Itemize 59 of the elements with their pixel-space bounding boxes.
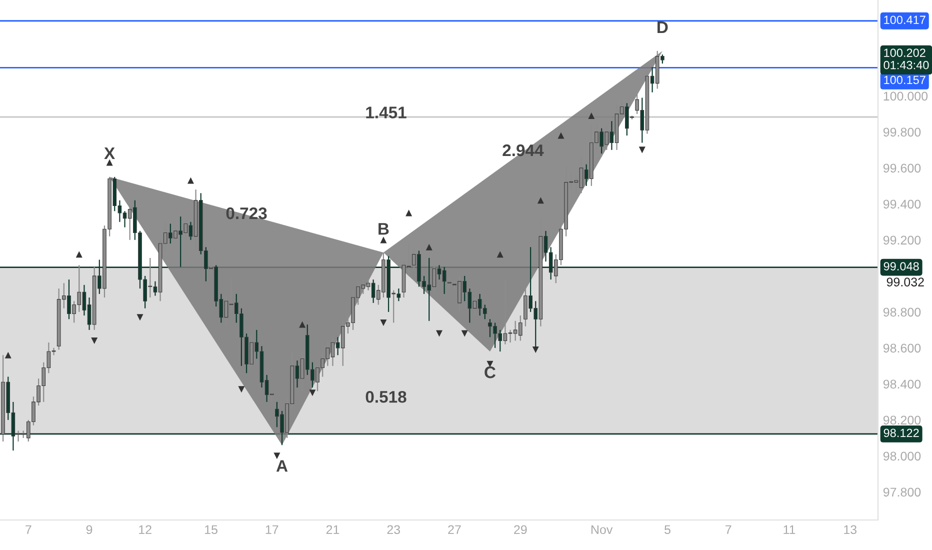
y-tick-label: 99.400 — [883, 200, 921, 209]
point — [187, 177, 194, 184]
point — [274, 452, 280, 460]
x-tick-label: 7 — [726, 525, 732, 534]
point — [496, 251, 504, 258]
x-tick-label: 17 — [266, 525, 278, 534]
annotation: 1.451 — [366, 106, 406, 118]
y-tick-label: 98.400 — [883, 380, 921, 389]
y-tick-label: 98.800 — [883, 308, 921, 317]
x-tick-label: 13 — [844, 525, 857, 534]
y-tick-label: 98.200 — [883, 416, 921, 425]
annotation: C — [484, 366, 496, 378]
annotation: 0.518 — [366, 390, 406, 403]
ref-line-label: 98.122 — [884, 428, 919, 438]
x-tick-label: 9 — [86, 525, 92, 534]
point — [638, 146, 646, 154]
annotation: D — [658, 22, 668, 34]
x-tick-label: 15 — [205, 525, 218, 534]
point — [558, 132, 564, 139]
point — [426, 244, 432, 250]
x-tick-label: 27 — [448, 525, 461, 534]
ref-line-label: 100.417 — [884, 16, 926, 24]
annotation: A — [276, 460, 288, 472]
x-tick-label: 7 — [26, 525, 32, 534]
point — [106, 159, 113, 166]
y-tick-label: 99.200 — [883, 236, 921, 245]
point — [380, 236, 387, 244]
point — [4, 352, 12, 358]
x-tick-label: 5 — [664, 525, 670, 534]
x-tick-label: 21 — [326, 525, 340, 534]
text: 99.032 — [886, 278, 924, 286]
point — [380, 319, 387, 326]
annotation: B — [378, 223, 389, 235]
point — [136, 314, 144, 321]
point — [309, 390, 316, 396]
y-tick-label: 98.600 — [883, 344, 921, 353]
point — [461, 330, 468, 337]
x-tick-label: 11 — [784, 525, 796, 534]
y-tick-label: 98.000 — [883, 452, 921, 461]
point — [406, 210, 412, 216]
point — [436, 330, 443, 337]
x-tick-label: 23 — [387, 525, 400, 534]
annotation: X — [104, 148, 115, 160]
y-tick-label: 100.000 — [884, 92, 928, 101]
y-tick-label: 99.800 — [883, 128, 921, 137]
point — [76, 251, 82, 258]
ref-line-label: 99.048 — [884, 262, 919, 270]
point — [537, 197, 544, 204]
y-tick-label: 97.800 — [883, 488, 921, 497]
y-tick-label: 99.600 — [883, 164, 921, 173]
x-tick-label: 29 — [514, 525, 527, 534]
point — [91, 337, 98, 344]
point — [238, 386, 245, 393]
point — [588, 112, 595, 119]
point — [299, 321, 306, 328]
x-tick-label: 12 — [139, 525, 152, 534]
x-tick-label: Nov — [591, 525, 613, 534]
ref-line-label: 100.157 — [884, 76, 926, 84]
text: 100.202 01:43:40 — [884, 48, 929, 70]
